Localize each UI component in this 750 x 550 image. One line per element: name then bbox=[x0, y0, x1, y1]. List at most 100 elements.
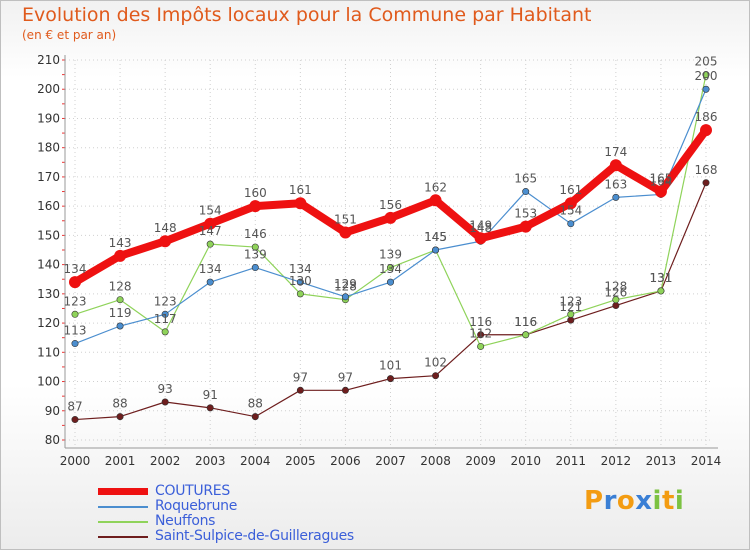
data-point bbox=[702, 85, 710, 93]
data-point bbox=[474, 232, 487, 245]
data-point bbox=[251, 413, 259, 421]
data-label: 146 bbox=[244, 227, 267, 241]
data-point bbox=[116, 296, 124, 304]
data-label: 134 bbox=[379, 262, 402, 276]
y-tick-label: 130 bbox=[37, 287, 60, 301]
data-point bbox=[206, 240, 214, 248]
data-label: 87 bbox=[67, 400, 82, 414]
y-tick-label: 200 bbox=[37, 82, 60, 96]
data-label: 97 bbox=[338, 370, 353, 384]
data-label: 134 bbox=[64, 262, 87, 276]
data-point bbox=[161, 398, 169, 406]
data-point bbox=[477, 342, 485, 350]
legend-label: COUTURES bbox=[155, 483, 230, 499]
legend-label: Saint-Sulpice-de-Guilleragues bbox=[155, 528, 354, 544]
data-point bbox=[204, 217, 217, 230]
legend-swatch bbox=[98, 488, 148, 495]
data-label: 164 bbox=[649, 174, 672, 188]
series-lines bbox=[69, 71, 712, 424]
data-point bbox=[429, 194, 442, 207]
data-label: 128 bbox=[604, 280, 627, 294]
logo-letter: o bbox=[616, 486, 636, 516]
data-point bbox=[296, 386, 304, 394]
data-point bbox=[567, 220, 575, 228]
data-label: 102 bbox=[424, 356, 447, 370]
data-point bbox=[296, 278, 304, 286]
legend-swatch bbox=[98, 536, 148, 538]
data-label: 116 bbox=[469, 315, 492, 329]
logo-letter: i bbox=[674, 486, 685, 516]
y-tick-label: 140 bbox=[37, 258, 60, 272]
x-tick-label: 2008 bbox=[420, 454, 451, 468]
chart-subtitle: (en € et par an) bbox=[22, 28, 117, 42]
x-tick-label: 2001 bbox=[105, 454, 136, 468]
logo-letter: r bbox=[603, 486, 617, 516]
x-tick-label: 2014 bbox=[691, 454, 722, 468]
logo-letter: x bbox=[635, 486, 653, 516]
data-label: 154 bbox=[199, 204, 222, 218]
data-label: 151 bbox=[334, 212, 357, 226]
data-point bbox=[700, 124, 712, 137]
data-label: 119 bbox=[109, 306, 132, 320]
data-label: 128 bbox=[334, 280, 357, 294]
data-point bbox=[206, 404, 214, 412]
data-label: 113 bbox=[64, 324, 87, 338]
data-point bbox=[702, 179, 710, 187]
data-point bbox=[69, 276, 81, 289]
data-label: 88 bbox=[112, 397, 127, 411]
data-label: 162 bbox=[424, 180, 447, 194]
data-point bbox=[71, 416, 79, 424]
data-label: 148 bbox=[154, 221, 177, 235]
data-label: 200 bbox=[695, 69, 718, 83]
data-point bbox=[519, 220, 532, 233]
data-point bbox=[251, 243, 259, 251]
legend-swatch bbox=[98, 521, 148, 523]
data-label: 156 bbox=[379, 198, 402, 212]
data-label: 145 bbox=[424, 230, 447, 244]
data-label: 97 bbox=[293, 370, 308, 384]
data-label: 129 bbox=[334, 277, 357, 291]
y-tick-label: 80 bbox=[45, 433, 60, 447]
data-label: 128 bbox=[109, 280, 132, 294]
data-point bbox=[116, 322, 124, 330]
proxiti-logo: Proxiti bbox=[584, 486, 684, 516]
y-tick-label: 170 bbox=[37, 170, 60, 184]
data-label: 116 bbox=[514, 315, 537, 329]
data-point bbox=[567, 316, 575, 324]
data-point bbox=[702, 71, 710, 79]
data-point bbox=[612, 302, 620, 310]
data-point bbox=[116, 413, 124, 421]
data-label: 161 bbox=[559, 183, 582, 197]
y-tick-label: 100 bbox=[37, 375, 60, 389]
data-labels: 134 143 148 154 160 161 151 156 162 149 153 161 174 1… bbox=[64, 55, 718, 414]
data-label: 121 bbox=[559, 300, 582, 314]
data-point bbox=[384, 211, 397, 224]
data-point bbox=[612, 193, 620, 201]
data-point bbox=[159, 235, 172, 248]
x-tick-label: 2005 bbox=[285, 454, 316, 468]
x-tick-label: 2011 bbox=[556, 454, 587, 468]
logo-letter: t bbox=[661, 486, 675, 516]
data-point bbox=[522, 188, 530, 196]
x-tick-label: 2012 bbox=[601, 454, 632, 468]
y-tick-label: 150 bbox=[37, 228, 60, 242]
data-label: 160 bbox=[244, 186, 267, 200]
data-label: 163 bbox=[604, 177, 627, 191]
data-label: 123 bbox=[559, 294, 582, 308]
data-label: 165 bbox=[514, 172, 537, 186]
x-tick-label: 2004 bbox=[240, 454, 271, 468]
x-tick-label: 2013 bbox=[646, 454, 677, 468]
x-tick-label: 2010 bbox=[510, 454, 541, 468]
data-point bbox=[522, 331, 530, 339]
data-point bbox=[341, 386, 349, 394]
data-label: 149 bbox=[469, 218, 492, 232]
axes: 8090100110120130140150160170180190200210… bbox=[37, 53, 721, 468]
data-label: 88 bbox=[248, 397, 263, 411]
data-point bbox=[432, 372, 440, 380]
y-tick-label: 180 bbox=[37, 141, 60, 155]
data-point bbox=[386, 264, 394, 272]
data-label: 165 bbox=[649, 172, 672, 186]
y-tick-label: 210 bbox=[37, 53, 60, 67]
